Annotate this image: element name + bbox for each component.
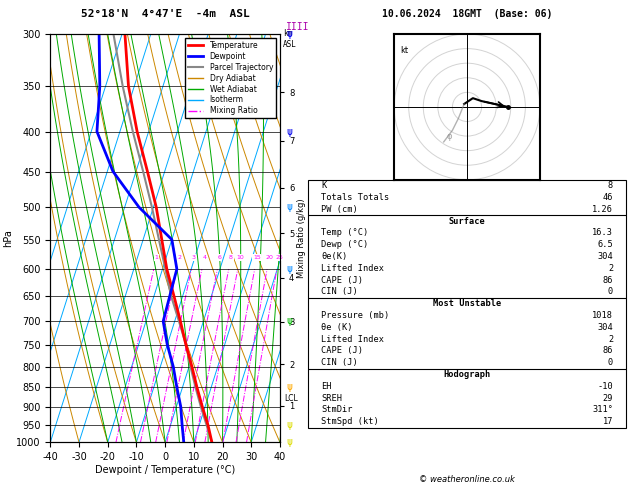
Text: EH: EH	[321, 382, 331, 391]
Text: ψ: ψ	[286, 29, 292, 39]
Text: CAPE (J): CAPE (J)	[321, 276, 363, 285]
Text: 46: 46	[603, 193, 613, 202]
X-axis label: Dewpoint / Temperature (°C): Dewpoint / Temperature (°C)	[95, 465, 235, 475]
Text: K: K	[321, 181, 326, 190]
Text: Lifted Index: Lifted Index	[321, 335, 384, 344]
Text: 1018: 1018	[592, 311, 613, 320]
Text: 3: 3	[192, 255, 196, 260]
Text: 2: 2	[608, 335, 613, 344]
Text: Surface: Surface	[448, 217, 486, 226]
Text: 1: 1	[154, 255, 159, 260]
Text: 86: 86	[603, 276, 613, 285]
Text: Lifted Index: Lifted Index	[321, 264, 384, 273]
Text: φ: φ	[447, 132, 452, 141]
Y-axis label: Mixing Ratio (g/kg): Mixing Ratio (g/kg)	[297, 198, 306, 278]
Text: CIN (J): CIN (J)	[321, 358, 358, 367]
Text: 8: 8	[229, 255, 233, 260]
Text: ψ: ψ	[286, 420, 292, 430]
Text: ψ: ψ	[286, 264, 292, 274]
Text: 2: 2	[177, 255, 181, 260]
Text: Temp (°C): Temp (°C)	[321, 228, 368, 238]
Text: StmDir: StmDir	[321, 405, 352, 415]
Text: 311°: 311°	[592, 405, 613, 415]
Text: 1.26: 1.26	[592, 205, 613, 214]
Text: Pressure (mb): Pressure (mb)	[321, 311, 389, 320]
Text: 4: 4	[203, 255, 206, 260]
Text: 17: 17	[603, 417, 613, 426]
Text: 0: 0	[608, 358, 613, 367]
Text: © weatheronline.co.uk: © weatheronline.co.uk	[419, 474, 515, 484]
Text: -10: -10	[598, 382, 613, 391]
Text: 304: 304	[598, 252, 613, 261]
Text: 8: 8	[608, 181, 613, 190]
Text: IIII: IIII	[286, 21, 309, 32]
Text: 6: 6	[218, 255, 221, 260]
Text: LCL: LCL	[284, 395, 298, 403]
Text: 15: 15	[253, 255, 261, 260]
Text: km
ASL: km ASL	[283, 29, 297, 49]
Text: Totals Totals: Totals Totals	[321, 193, 389, 202]
Text: ψ: ψ	[286, 202, 292, 212]
Text: 20: 20	[265, 255, 273, 260]
Text: CIN (J): CIN (J)	[321, 287, 358, 296]
Y-axis label: hPa: hPa	[3, 229, 13, 247]
Text: Most Unstable: Most Unstable	[433, 299, 501, 308]
Text: θe(K): θe(K)	[321, 252, 347, 261]
Text: ψ: ψ	[286, 126, 292, 137]
Text: 0: 0	[608, 287, 613, 296]
Text: CAPE (J): CAPE (J)	[321, 347, 363, 355]
Text: 6.5: 6.5	[598, 240, 613, 249]
Legend: Temperature, Dewpoint, Parcel Trajectory, Dry Adiabat, Wet Adiabat, Isotherm, Mi: Temperature, Dewpoint, Parcel Trajectory…	[185, 38, 276, 119]
Text: SREH: SREH	[321, 394, 342, 403]
Text: ψ: ψ	[286, 382, 292, 392]
Text: kt: kt	[400, 46, 408, 55]
Text: 86: 86	[603, 347, 613, 355]
Text: Dewp (°C): Dewp (°C)	[321, 240, 368, 249]
Text: 10.06.2024  18GMT  (Base: 06): 10.06.2024 18GMT (Base: 06)	[382, 9, 552, 19]
Text: 25: 25	[275, 255, 283, 260]
Text: θe (K): θe (K)	[321, 323, 352, 332]
Text: 2: 2	[608, 264, 613, 273]
Text: 304: 304	[598, 323, 613, 332]
Text: ψ: ψ	[286, 316, 292, 326]
Text: Hodograph: Hodograph	[443, 370, 491, 379]
Text: PW (cm): PW (cm)	[321, 205, 358, 214]
Text: 16.3: 16.3	[592, 228, 613, 238]
Text: ψ: ψ	[286, 437, 292, 447]
Text: 10: 10	[236, 255, 244, 260]
Text: StmSpd (kt): StmSpd (kt)	[321, 417, 379, 426]
Text: 29: 29	[603, 394, 613, 403]
Text: 52°18'N  4°47'E  -4m  ASL: 52°18'N 4°47'E -4m ASL	[81, 9, 250, 19]
